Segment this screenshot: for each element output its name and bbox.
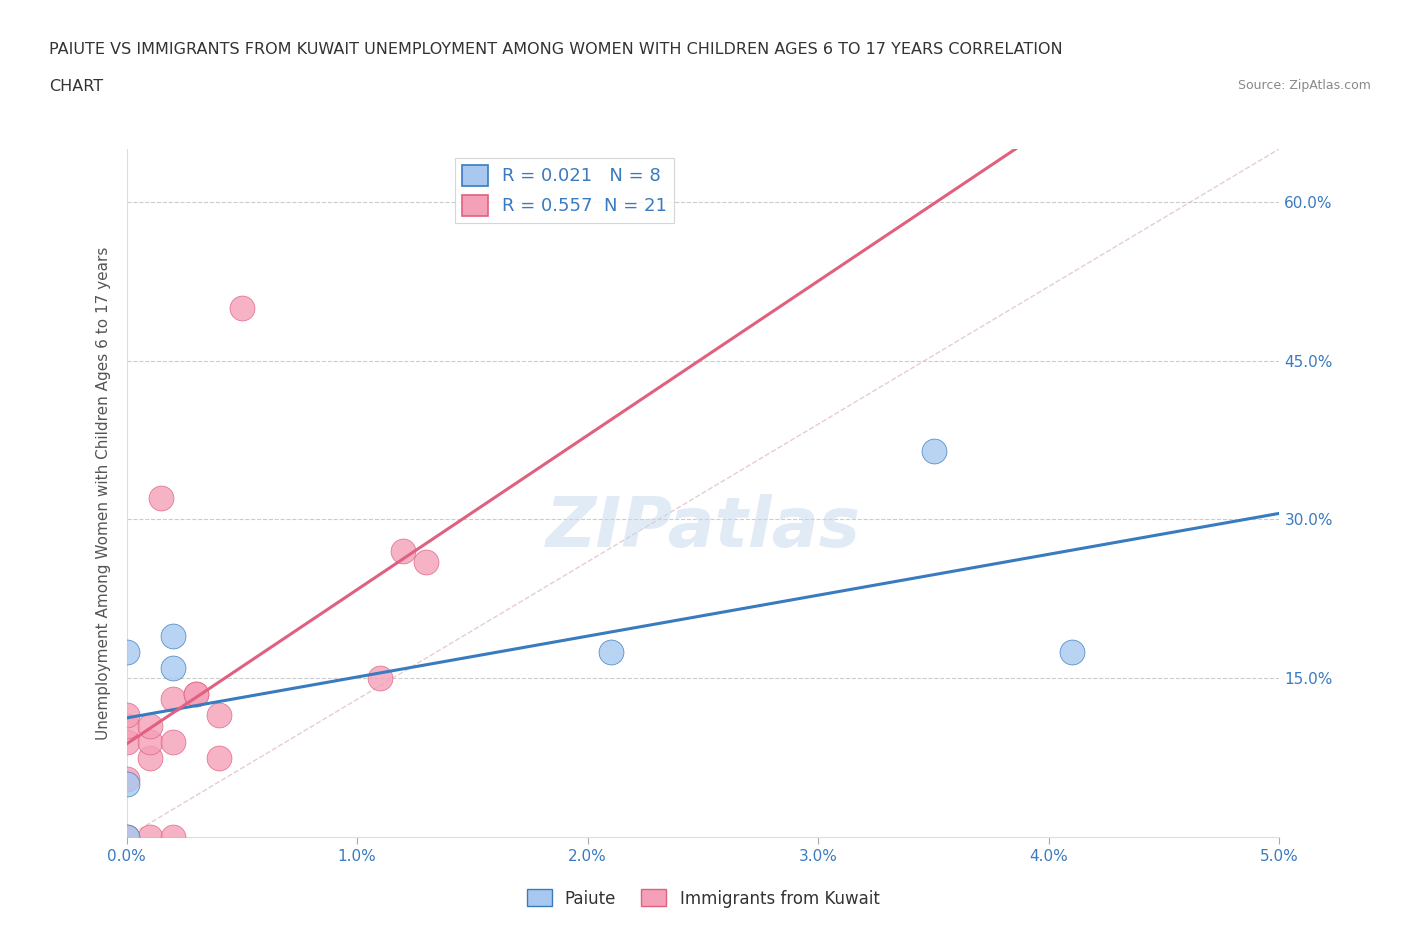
Text: PAIUTE VS IMMIGRANTS FROM KUWAIT UNEMPLOYMENT AMONG WOMEN WITH CHILDREN AGES 6 T: PAIUTE VS IMMIGRANTS FROM KUWAIT UNEMPLO…: [49, 42, 1063, 57]
Point: [115, 830, 138, 844]
Text: ZIPatlas: ZIPatlas: [546, 494, 860, 561]
Point: [599, 644, 621, 659]
Point: [162, 692, 184, 707]
Text: CHART: CHART: [49, 79, 103, 94]
Point: [115, 777, 138, 791]
Point: [162, 660, 184, 675]
Point: [1060, 644, 1083, 659]
Legend: R = 0.021   N = 8, R = 0.557  N = 21: R = 0.021 N = 8, R = 0.557 N = 21: [456, 158, 673, 223]
Point: [115, 718, 138, 733]
Point: [184, 686, 207, 701]
Legend: Paiute, Immigrants from Kuwait: Paiute, Immigrants from Kuwait: [520, 883, 886, 914]
Point: [138, 718, 160, 733]
Point: [115, 771, 138, 786]
Point: [115, 644, 138, 659]
Point: [922, 443, 945, 458]
Point: [115, 830, 138, 844]
Point: [138, 735, 160, 750]
Point: [162, 830, 184, 844]
Text: Source: ZipAtlas.com: Source: ZipAtlas.com: [1237, 79, 1371, 92]
Point: [162, 735, 184, 750]
Point: [392, 544, 415, 559]
Point: [415, 554, 437, 569]
Point: [368, 671, 391, 685]
Point: [115, 735, 138, 750]
Point: [208, 708, 231, 723]
Point: [138, 830, 160, 844]
Point: [184, 686, 207, 701]
Point: [208, 751, 231, 765]
Point: [150, 491, 173, 506]
Point: [115, 708, 138, 723]
Point: [138, 751, 160, 765]
Point: [162, 629, 184, 644]
Point: [231, 300, 253, 315]
Y-axis label: Unemployment Among Women with Children Ages 6 to 17 years: Unemployment Among Women with Children A…: [96, 246, 111, 739]
